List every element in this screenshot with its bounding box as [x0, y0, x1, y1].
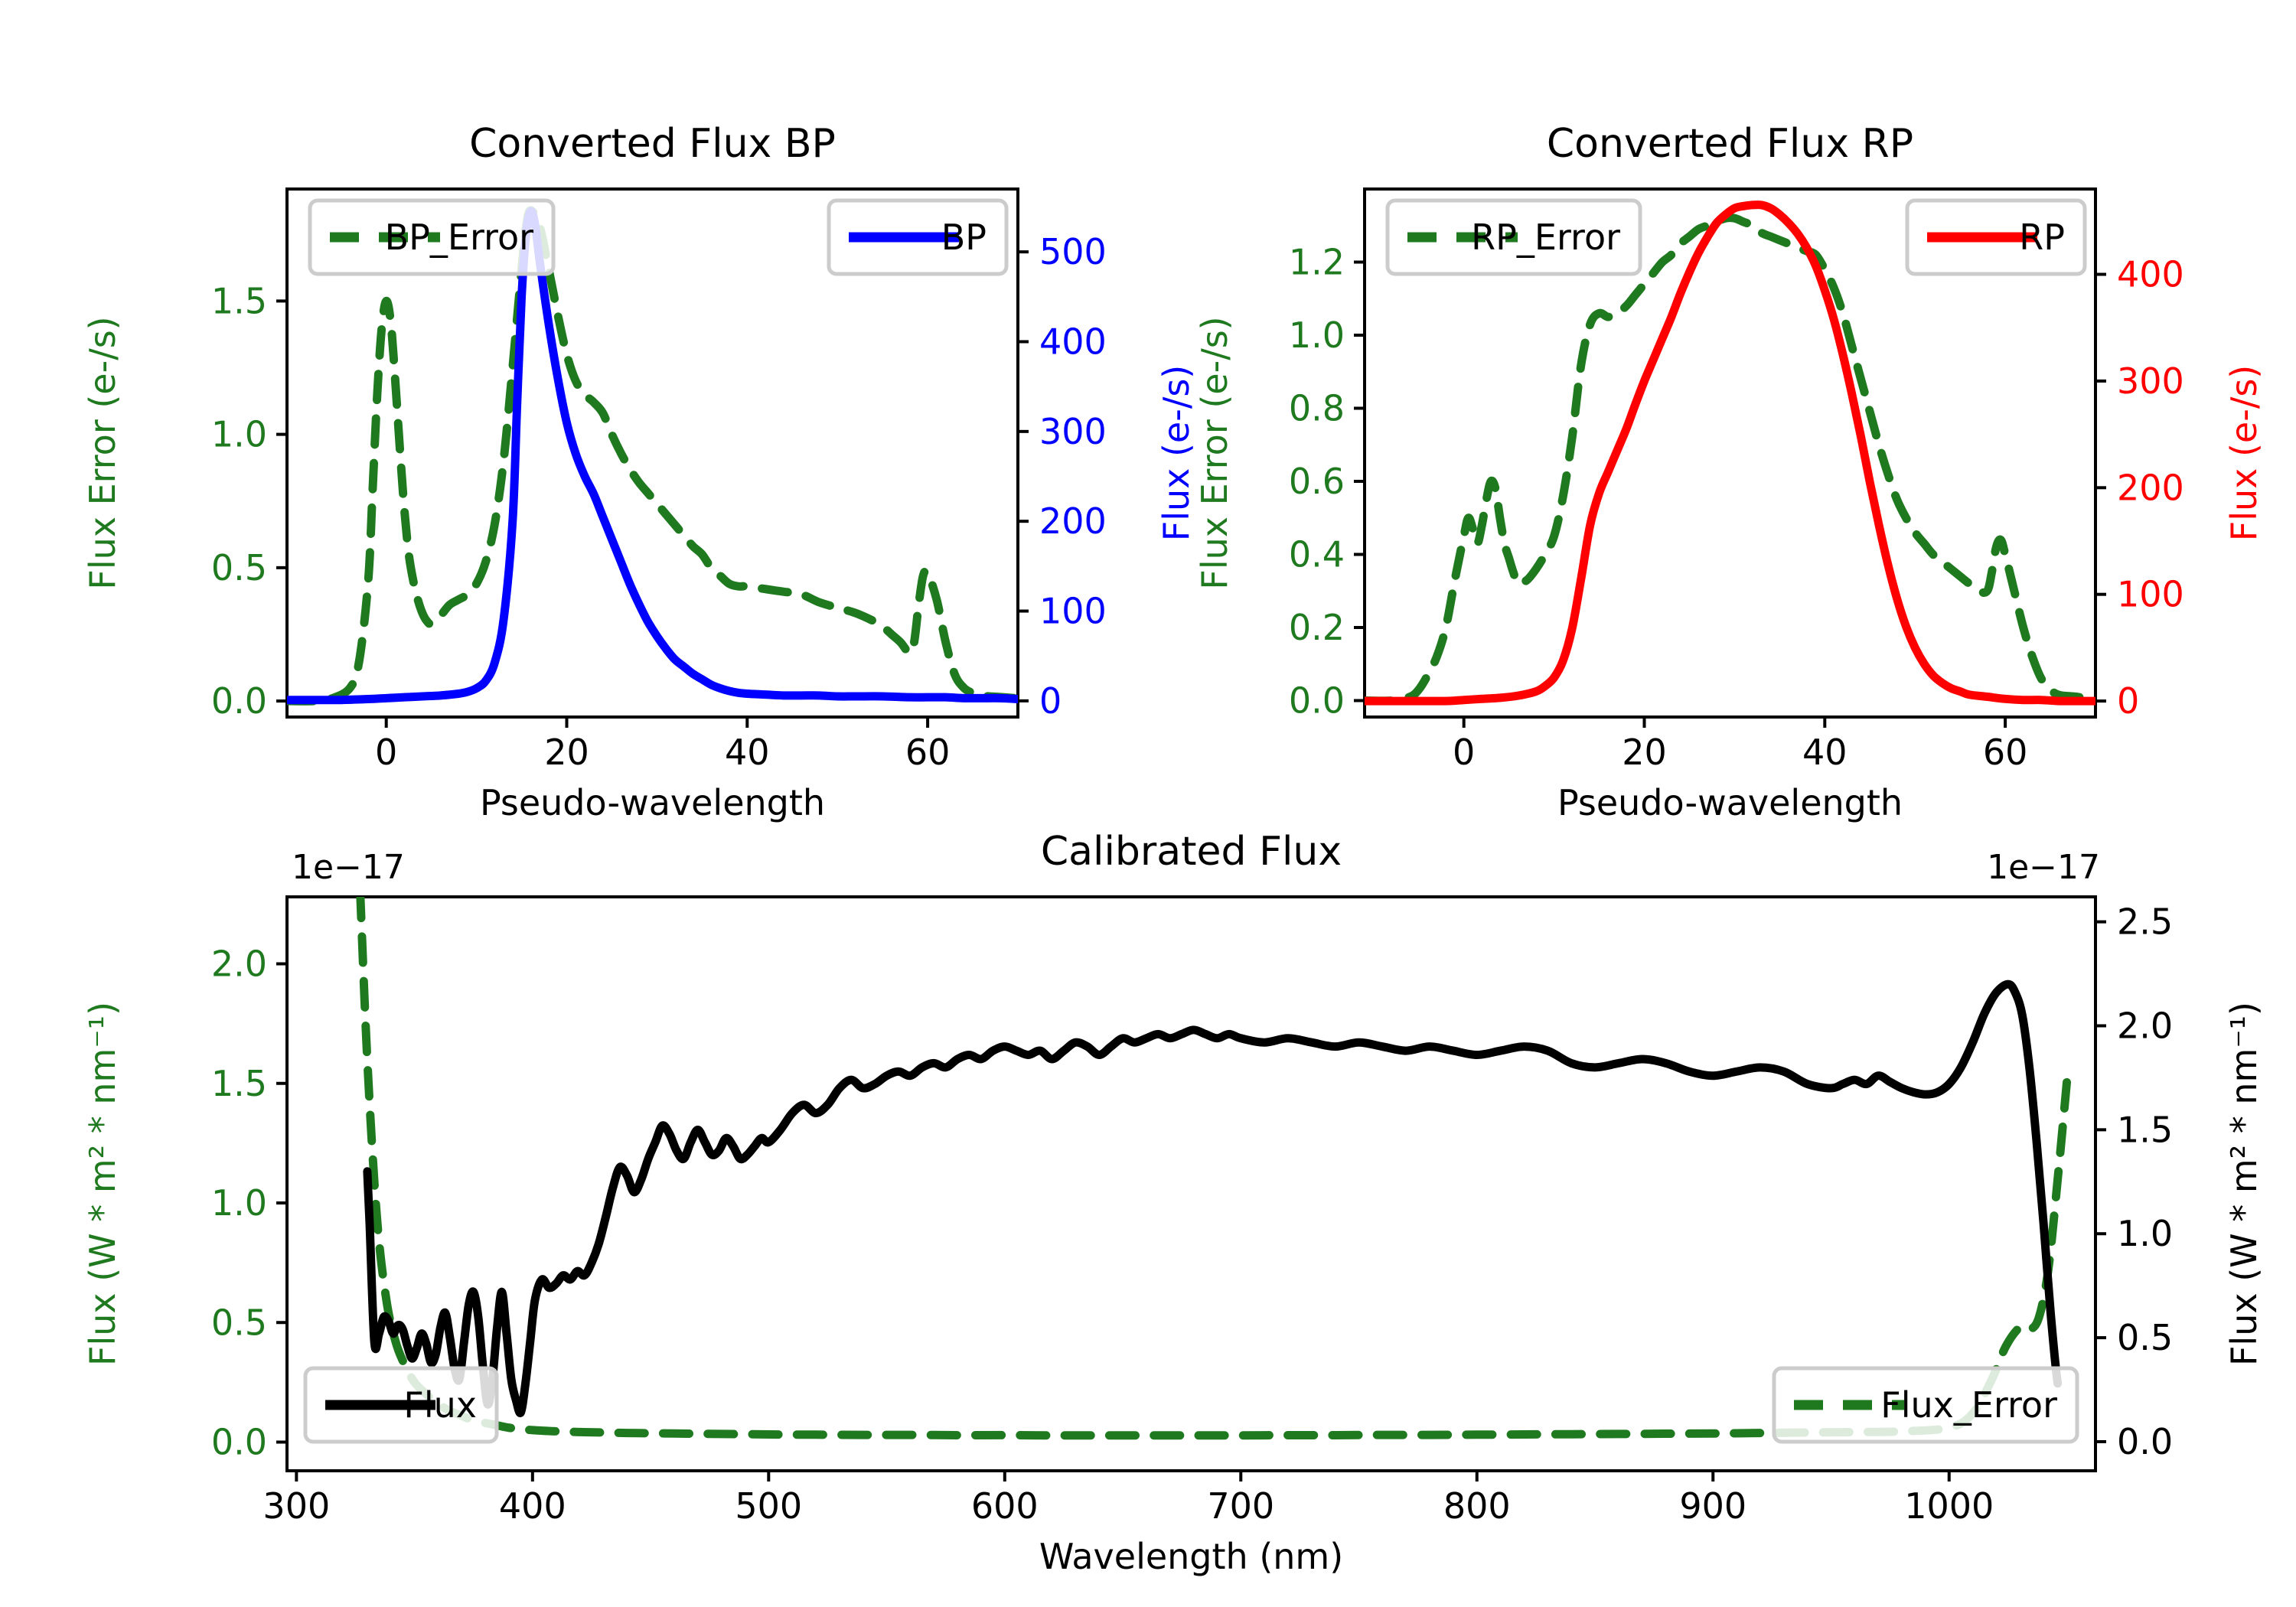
rp-xticklabel: 0 [1453, 732, 1475, 773]
rp-error-curve [1365, 214, 2095, 706]
rp-xticklabel: 40 [1802, 732, 1848, 773]
cal-xticklabel: 400 [499, 1485, 566, 1527]
cal-offset-right: 1e−17 [1987, 848, 2100, 887]
rp-yticklabel-left: 1.0 [1289, 315, 1345, 356]
bp-xticklabel: 40 [725, 732, 770, 773]
rp-xticklabel: 60 [1983, 732, 2028, 773]
rp-legend-flux-label: RP [2019, 217, 2065, 258]
rp-xticklabel: 20 [1622, 732, 1667, 773]
bp-legend-error-label: BP_Error [385, 217, 534, 258]
cal-axes-frame [285, 895, 2097, 1472]
cal-xticklabel: 300 [263, 1485, 330, 1527]
rp-ylabel-left: Flux Error (e-/s) [1194, 316, 1235, 589]
rp-yticklabel-right: 0 [2117, 680, 2139, 722]
rp-legend-flux[interactable]: RP [1905, 198, 2087, 276]
cal-xticklabel: 700 [1207, 1485, 1274, 1527]
cal-yticklabel-right: 0.0 [2117, 1421, 2173, 1462]
bp-yticklabel-right: 200 [1039, 500, 1107, 542]
bp-xticklabel: 60 [905, 732, 951, 773]
panel-converted-flux-bp: 0.0 0.5 1.0 1.5 0 100 200 300 400 500 0 20 40 60 BP_Er… [211, 187, 1107, 773]
cal-yticklabel-right: 1.0 [2117, 1213, 2173, 1254]
cal-xticklabel: 500 [735, 1485, 802, 1527]
rp-yticklabel-right: 400 [2117, 254, 2184, 295]
cal-legend-fluxerror[interactable]: Flux_Error [1772, 1366, 2079, 1444]
bp-yticklabel-left: 1.5 [211, 280, 267, 321]
rp-legend-error-label: RP_Error [1471, 217, 1620, 258]
bp-error-curve [287, 206, 1018, 706]
cal-legend-flux-label: Flux [403, 1384, 477, 1426]
bp-yticklabel-right: 300 [1039, 411, 1107, 452]
bp-xticklabel: 0 [375, 732, 397, 773]
cal-ylabel-right: Flux (W * m² * nm⁻¹) [2223, 1002, 2265, 1366]
bp-legend-flux-label: BP [941, 217, 987, 258]
rp-yticklabel-right: 100 [2117, 574, 2184, 615]
bp-ylabel-left: Flux Error (e-/s) [82, 316, 123, 589]
panel-converted-flux-rp: 0.0 0.2 0.4 0.6 0.8 1.0 1.2 0 100 200 300 400 0 20 40 6… [1289, 187, 2184, 773]
cal-offset-left: 1e−17 [292, 848, 405, 887]
bp-xlabel: Pseudo-wavelength [480, 782, 825, 823]
rp-legend-error[interactable]: RP_Error [1385, 198, 1642, 276]
cal-yticklabel-right: 0.5 [2117, 1317, 2173, 1358]
bp-flux-curve [287, 207, 1018, 705]
cal-legend-fluxerror-bg [1772, 1366, 2079, 1444]
bp-legend-flux[interactable]: BP [827, 198, 1009, 276]
cal-legend-fluxerror-label: Flux_Error [1880, 1384, 2057, 1426]
bp-ylabel-right: Flux (e-/s) [1156, 365, 1197, 542]
bp-yticklabel-right: 100 [1039, 591, 1107, 632]
rp-axes-frame [1363, 187, 2097, 719]
cal-xticklabel: 600 [971, 1485, 1039, 1527]
rp-plot-area [1365, 200, 2095, 706]
bp-yticklabel-right: 0 [1039, 680, 1062, 722]
cal-yticklabel-left: 1.0 [211, 1182, 267, 1224]
bp-yticklabel-left: 0.5 [211, 547, 267, 588]
rp-yticklabel-right: 200 [2117, 467, 2184, 508]
rp-xlabel: Pseudo-wavelength [1557, 782, 1903, 823]
rp-yticklabel-left: 0.6 [1289, 461, 1345, 502]
cal-yticklabel-right: 2.5 [2117, 901, 2173, 943]
cal-yticklabel-left: 2.0 [211, 944, 267, 985]
rp-yticklabel-left: 0.8 [1289, 388, 1345, 429]
cal-fluxerror-curve [356, 897, 2072, 1440]
cal-yticklabel-left: 1.5 [211, 1063, 267, 1104]
rp-flux-curve [1365, 200, 2095, 706]
cal-yticklabel-right: 1.5 [2117, 1109, 2173, 1150]
cal-xticklabel: 1000 [1904, 1485, 1994, 1527]
bp-yticklabel-right: 500 [1039, 231, 1107, 272]
bp-title: Converted Flux BP [469, 121, 836, 167]
cal-ylabel-left: Flux (W * m² * nm⁻¹) [82, 1002, 123, 1366]
cal-title: Calibrated Flux [1041, 829, 1342, 875]
rp-ylabel-right: Flux (e-/s) [2223, 365, 2265, 542]
bp-yticklabel-left: 0.0 [211, 680, 267, 722]
rp-yticklabel-left: 1.2 [1289, 242, 1345, 283]
cal-yticklabel-left: 0.0 [211, 1422, 267, 1463]
cal-xticklabel: 800 [1443, 1485, 1511, 1527]
cal-plot-area [356, 897, 2072, 1440]
rp-yticklabel-left: 0.4 [1289, 534, 1345, 575]
cal-flux-curve [363, 980, 2063, 1418]
bp-plot-area [287, 206, 1018, 706]
bp-yticklabel-right: 400 [1039, 321, 1107, 362]
cal-legend-flux[interactable]: Flux [303, 1366, 499, 1444]
rp-yticklabel-left: 0.2 [1289, 607, 1345, 648]
bp-xticklabel: 20 [544, 732, 589, 773]
cal-yticklabel-left: 0.5 [211, 1302, 267, 1343]
panel-calibrated-flux: 0.0 0.5 1.0 1.5 2.0 0.0 0.5 1.0 1.5 2.0 2.5 300 400 5… [211, 895, 2173, 1527]
rp-title: Converted Flux RP [1547, 121, 1913, 167]
bp-axes-frame [285, 187, 1019, 719]
cal-xticklabel: 900 [1679, 1485, 1746, 1527]
cal-yticklabel-right: 2.0 [2117, 1005, 2173, 1046]
rp-yticklabel-right: 300 [2117, 360, 2184, 402]
bp-yticklabel-left: 1.0 [211, 414, 267, 455]
bp-legend-error[interactable]: BP_Error [308, 198, 556, 276]
cal-xlabel: Wavelength (nm) [1039, 1536, 1343, 1577]
rp-yticklabel-left: 0.0 [1289, 680, 1345, 722]
